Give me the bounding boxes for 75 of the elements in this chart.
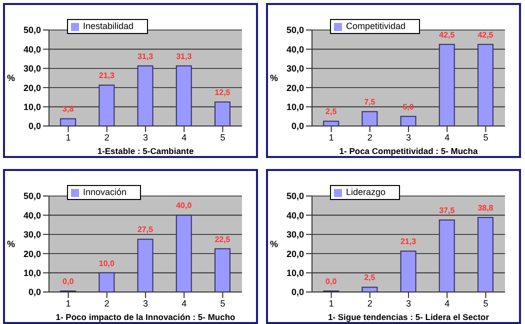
x-tick-label: 1 xyxy=(328,298,334,308)
data-label: 40,0 xyxy=(176,201,192,210)
legend-label: Liderazgo xyxy=(346,187,386,197)
y-tick-label: 50,0 xyxy=(286,25,304,36)
legend-label: Innovación xyxy=(83,187,127,197)
x-axis-title: 1- Poca Competitividad : 5- Mucha xyxy=(339,146,478,156)
x-tick-label: 4 xyxy=(182,132,187,142)
x-tick-label: 4 xyxy=(444,298,450,308)
data-label: 21,3 xyxy=(98,71,116,80)
x-tick-label: 2 xyxy=(104,298,110,308)
x-tick-label: 4 xyxy=(182,298,187,308)
y-tick-label: 0,0 xyxy=(291,287,304,298)
y-tick-label: 40,0 xyxy=(23,210,41,220)
data-label: 2,5 xyxy=(326,107,338,116)
y-tick-label: 40,0 xyxy=(286,210,304,220)
y-axis-title: % xyxy=(270,239,278,250)
y-tick-label: 20,0 xyxy=(286,82,304,93)
x-tick-label: 3 xyxy=(142,132,148,142)
y-tick-label: 10,0 xyxy=(23,268,41,278)
y-tick-label: 30,0 xyxy=(23,230,41,240)
y-axis-title: % xyxy=(270,73,278,84)
x-tick-label: 2 xyxy=(367,298,372,308)
x-tick-label: 5 xyxy=(483,132,488,142)
y-tick-label: 50,0 xyxy=(23,191,41,202)
y-tick-label: 30,0 xyxy=(286,230,304,240)
y-tick-label: 50,0 xyxy=(286,191,304,202)
y-tick-label: 30,0 xyxy=(286,64,304,74)
x-tick-label: 1 xyxy=(66,132,71,142)
x-tick-label: 1 xyxy=(328,132,334,142)
y-axis-title: % xyxy=(7,239,16,250)
x-tick-label: 2 xyxy=(367,132,372,142)
data-label: 31,3 xyxy=(137,52,154,61)
data-label: 27,5 xyxy=(137,225,154,234)
y-tick-label: 10,0 xyxy=(286,102,304,112)
y-tick-label: 0,0 xyxy=(291,121,304,132)
y-axis-title: % xyxy=(7,73,16,84)
y-tick-label: 0,0 xyxy=(28,121,41,132)
data-label: 2,5 xyxy=(364,273,376,282)
x-tick-label: 1 xyxy=(66,298,71,308)
data-label: 37,5 xyxy=(439,206,456,215)
y-tick-label: 20,0 xyxy=(286,248,304,259)
data-label: 0,0 xyxy=(62,277,74,286)
y-tick-label: 40,0 xyxy=(23,44,41,54)
data-label: 0,0 xyxy=(326,277,338,286)
data-label: 38,8 xyxy=(478,204,494,213)
data-label: 21,3 xyxy=(400,237,417,246)
y-tick-label: 0,0 xyxy=(28,287,41,298)
data-label: 3,8 xyxy=(62,104,74,114)
data-label: 7,5 xyxy=(364,98,376,107)
x-tick-label: 3 xyxy=(406,132,412,142)
y-tick-label: 20,0 xyxy=(23,82,41,93)
x-tick-label: 5 xyxy=(220,298,226,308)
x-axis-title: 1- Poco impacto de la Innovación : 5- Mucho xyxy=(56,312,236,322)
x-tick-label: 5 xyxy=(220,132,226,142)
legend-label: Inestabilidad xyxy=(83,21,134,31)
y-tick-label: 40,0 xyxy=(286,44,304,54)
data-label: 12,5 xyxy=(214,88,231,97)
data-label: 31,3 xyxy=(176,52,192,61)
y-tick-label: 50,0 xyxy=(23,25,41,36)
data-label: 42,5 xyxy=(478,30,494,40)
data-label: 22,5 xyxy=(214,234,231,244)
x-axis-title: 1-Estable : 5-Cambiante xyxy=(97,146,194,156)
x-tick-label: 2 xyxy=(104,132,110,142)
y-tick-label: 10,0 xyxy=(286,268,304,278)
y-tick-label: 30,0 xyxy=(23,64,41,74)
x-tick-label: 3 xyxy=(142,298,148,308)
data-label: 10,0 xyxy=(98,258,116,268)
x-axis-title: 1- Sigue tendencias : 5- Lidera el Sector xyxy=(328,312,490,322)
y-tick-label: 10,0 xyxy=(23,102,41,112)
legend-label: Competitividad xyxy=(346,21,406,31)
x-tick-label: 3 xyxy=(406,298,412,308)
x-tick-label: 5 xyxy=(483,298,488,308)
x-tick-label: 4 xyxy=(444,132,450,142)
y-tick-label: 20,0 xyxy=(23,248,41,259)
data-label: 42,5 xyxy=(439,30,456,40)
